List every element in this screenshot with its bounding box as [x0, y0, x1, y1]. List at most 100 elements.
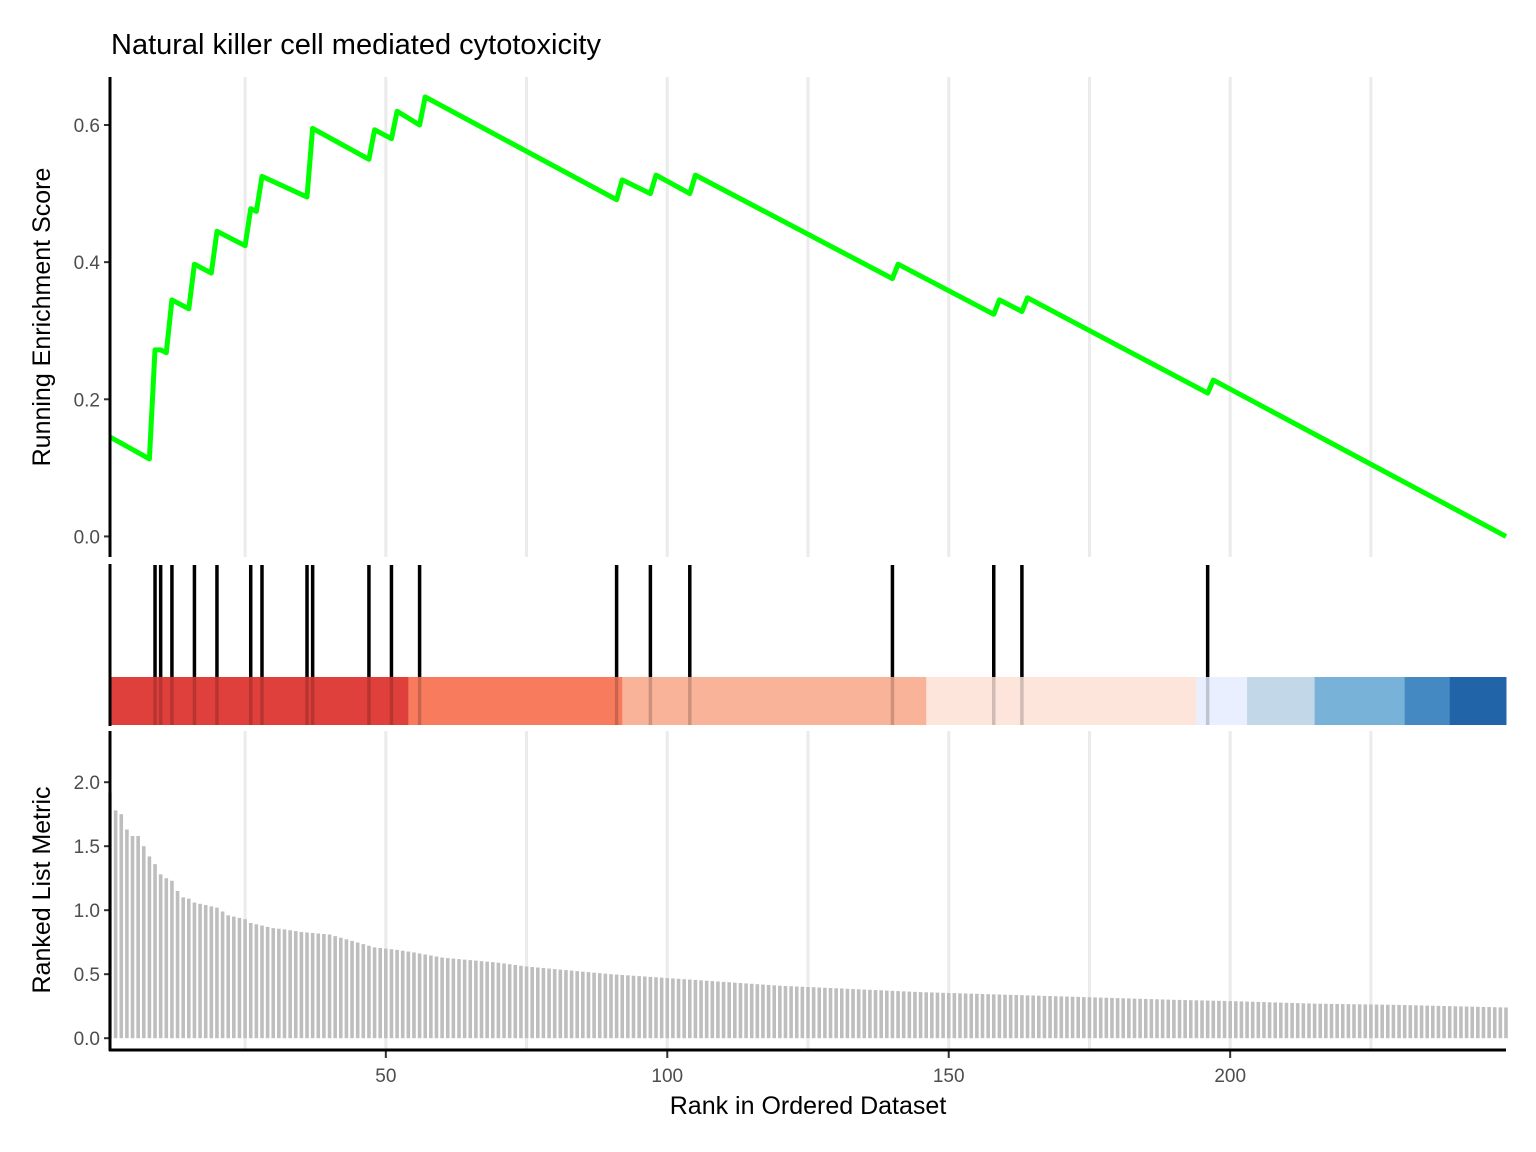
metric-bar — [935, 992, 940, 1039]
metric-bar — [811, 987, 816, 1039]
metric-bar — [614, 974, 619, 1039]
metric-bar — [338, 937, 343, 1039]
metric-bar — [181, 897, 185, 1039]
metric-bar — [243, 919, 247, 1039]
metric-bar — [1284, 1002, 1289, 1039]
metric-bar — [823, 987, 827, 1039]
metric-bar — [1070, 996, 1075, 1039]
metric-bar — [794, 986, 799, 1039]
metric-bar — [721, 981, 726, 1039]
metric-bar — [761, 984, 765, 1039]
metric-bar — [1363, 1004, 1368, 1039]
metric-bar — [1042, 995, 1047, 1039]
metric-bar — [1267, 1002, 1272, 1039]
metric-bar — [136, 835, 140, 1039]
metric-bar — [395, 949, 399, 1039]
metric-bar — [384, 948, 388, 1039]
metric-bar — [552, 969, 557, 1039]
metric-bar — [986, 994, 990, 1039]
x-tick-label: 200 — [1214, 1066, 1246, 1087]
metric-bar — [1312, 1003, 1317, 1039]
metric-bar — [226, 915, 231, 1039]
metric-bar — [1048, 996, 1052, 1039]
metric-bar — [389, 949, 394, 1039]
metric-bar — [310, 932, 315, 1039]
metric-bar — [1217, 1000, 1221, 1039]
metric-bar — [1408, 1005, 1413, 1039]
metric-bar — [417, 953, 422, 1039]
metric-bar — [429, 955, 433, 1039]
metric-bar — [1318, 1003, 1323, 1039]
metric-bar — [519, 965, 523, 1039]
metric-bar — [1160, 999, 1165, 1039]
rank-color-band — [110, 677, 409, 725]
metric-bar — [693, 979, 698, 1039]
metric-bar — [367, 945, 371, 1039]
y-tick-label: 0.5 — [74, 965, 100, 986]
metric-bar — [372, 947, 377, 1039]
metric-bar — [907, 991, 912, 1039]
metric-bar — [400, 950, 405, 1039]
metric-bar — [350, 940, 354, 1039]
metric-bar — [192, 902, 197, 1039]
metric-bar — [1172, 999, 1176, 1039]
metric-bar — [1228, 1001, 1232, 1039]
metric-bar — [502, 963, 506, 1039]
metric-bar — [1121, 998, 1126, 1039]
metric-bar — [1132, 998, 1137, 1039]
metric-bar — [451, 958, 456, 1039]
metric-bar — [1335, 1003, 1339, 1039]
metric-bar — [783, 985, 788, 1039]
metric-bar — [1301, 1003, 1306, 1039]
metric-bar — [648, 976, 653, 1039]
metric-bar — [1250, 1001, 1255, 1039]
metric-bar — [1093, 997, 1097, 1039]
metric-bar — [654, 977, 658, 1039]
metric-bar — [851, 989, 855, 1039]
y-tick-label: 1.5 — [74, 837, 100, 858]
rank-color-band — [1196, 677, 1248, 725]
metric-bar — [642, 976, 647, 1039]
metric-bar — [175, 891, 180, 1039]
metric-bar — [316, 933, 321, 1039]
metric-bar — [462, 959, 467, 1039]
metric-bar — [406, 951, 411, 1039]
rank-color-band — [926, 677, 1197, 725]
metric-bar — [490, 962, 495, 1039]
metric-bar — [1352, 1004, 1356, 1039]
running-es-line — [108, 94, 1508, 539]
metric-bar — [1104, 997, 1109, 1039]
metric-bar — [1295, 1003, 1300, 1039]
metric-bar — [766, 984, 771, 1039]
metric-bar — [1143, 998, 1148, 1039]
metric-bar — [265, 926, 270, 1039]
metric-bar — [952, 993, 957, 1039]
metric-bar — [963, 993, 968, 1039]
metric-bar — [1138, 998, 1142, 1039]
metric-bar — [879, 990, 883, 1039]
metric-bar — [733, 982, 737, 1039]
metric-bar — [1025, 995, 1030, 1039]
metric-bar — [541, 968, 546, 1039]
metric-bar — [1414, 1005, 1418, 1039]
metric-bar — [665, 978, 670, 1039]
metric-bar — [1014, 995, 1019, 1039]
metric-bar — [946, 992, 951, 1039]
metric-bar — [164, 878, 169, 1039]
metric-bar — [637, 976, 641, 1039]
metric-bar — [1346, 1004, 1351, 1039]
metric-bar — [1036, 995, 1041, 1039]
metric-bar — [1492, 1007, 1497, 1039]
metric-bar — [361, 944, 366, 1039]
metric-bar — [1324, 1003, 1328, 1039]
y-tick-label: 0.2 — [74, 390, 100, 411]
metric-bar — [423, 954, 428, 1039]
metric-bar — [873, 990, 878, 1039]
metric-bar — [260, 925, 264, 1039]
metric-bar — [479, 961, 484, 1039]
metric-bar — [800, 986, 805, 1039]
metric-bar — [682, 979, 686, 1039]
metric-bar — [434, 956, 439, 1039]
metric-bar — [828, 988, 833, 1039]
